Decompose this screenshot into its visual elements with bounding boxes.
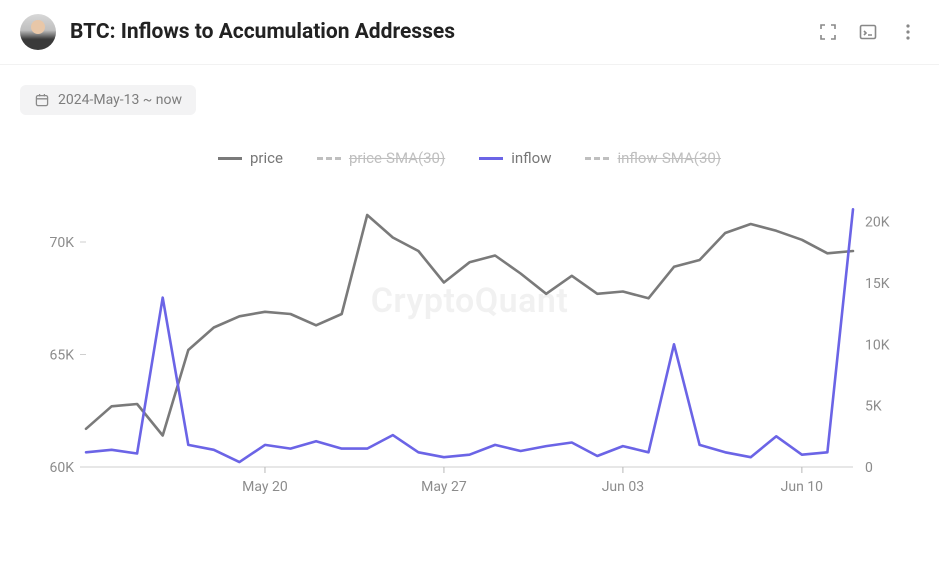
- legend-item-price[interactable]: price: [218, 149, 283, 167]
- legend-label: price: [250, 149, 283, 167]
- svg-text:5K: 5K: [865, 399, 882, 415]
- legend-label: price-SMA(30): [349, 149, 445, 167]
- chart-container: CryptoQuant 60K65K70K05K10K15K20KMay 20M…: [20, 187, 919, 512]
- legend-swatch: [317, 157, 341, 160]
- legend-swatch: [479, 157, 503, 160]
- series-inflow: [86, 209, 853, 462]
- terminal-icon[interactable]: [857, 21, 879, 43]
- svg-text:60K: 60K: [49, 460, 74, 476]
- page-title: BTC: Inflows to Accumulation Addresses: [70, 20, 817, 44]
- line-chart[interactable]: 60K 65K 70K 0 5K 10K 15K 20K May 20 May 27 Jun 03 J…: [20, 187, 919, 512]
- series-price: [86, 215, 853, 436]
- date-range-picker[interactable]: 2024-May-13 ~ now: [20, 85, 196, 115]
- svg-text:65K: 65K: [49, 348, 74, 364]
- author-avatar[interactable]: [20, 14, 56, 50]
- svg-text:15K: 15K: [865, 276, 890, 292]
- svg-text:Jun 10: Jun 10: [781, 479, 824, 495]
- svg-text:May 20: May 20: [242, 479, 288, 495]
- legend-label: inflow: [511, 149, 551, 167]
- chart-body: 2024-May-13 ~ now price price-SMA(30) infl…: [0, 65, 939, 522]
- legend: price price-SMA(30) inflow inflow-SMA(30): [20, 149, 919, 167]
- legend-item-inflow-sma-30-[interactable]: inflow-SMA(30): [585, 149, 721, 167]
- svg-text:70K: 70K: [49, 235, 74, 251]
- more-icon[interactable]: [897, 21, 919, 43]
- date-range-label: 2024-May-13 ~ now: [58, 92, 182, 108]
- svg-text:May 27: May 27: [421, 479, 467, 495]
- legend-item-inflow[interactable]: inflow: [479, 149, 551, 167]
- legend-label: inflow-SMA(30): [617, 149, 721, 167]
- svg-text:10K: 10K: [865, 337, 890, 353]
- legend-swatch: [585, 157, 609, 160]
- svg-text:0: 0: [865, 460, 873, 476]
- svg-text:Jun 03: Jun 03: [602, 479, 644, 495]
- legend-item-price-sma-30-[interactable]: price-SMA(30): [317, 149, 445, 167]
- fullscreen-icon[interactable]: [817, 21, 839, 43]
- header-actions: [817, 21, 919, 43]
- legend-swatch: [218, 157, 242, 160]
- header-bar: BTC: Inflows to Accumulation Addresses: [0, 0, 939, 65]
- svg-text:20K: 20K: [865, 215, 890, 231]
- calendar-icon: [34, 92, 50, 108]
